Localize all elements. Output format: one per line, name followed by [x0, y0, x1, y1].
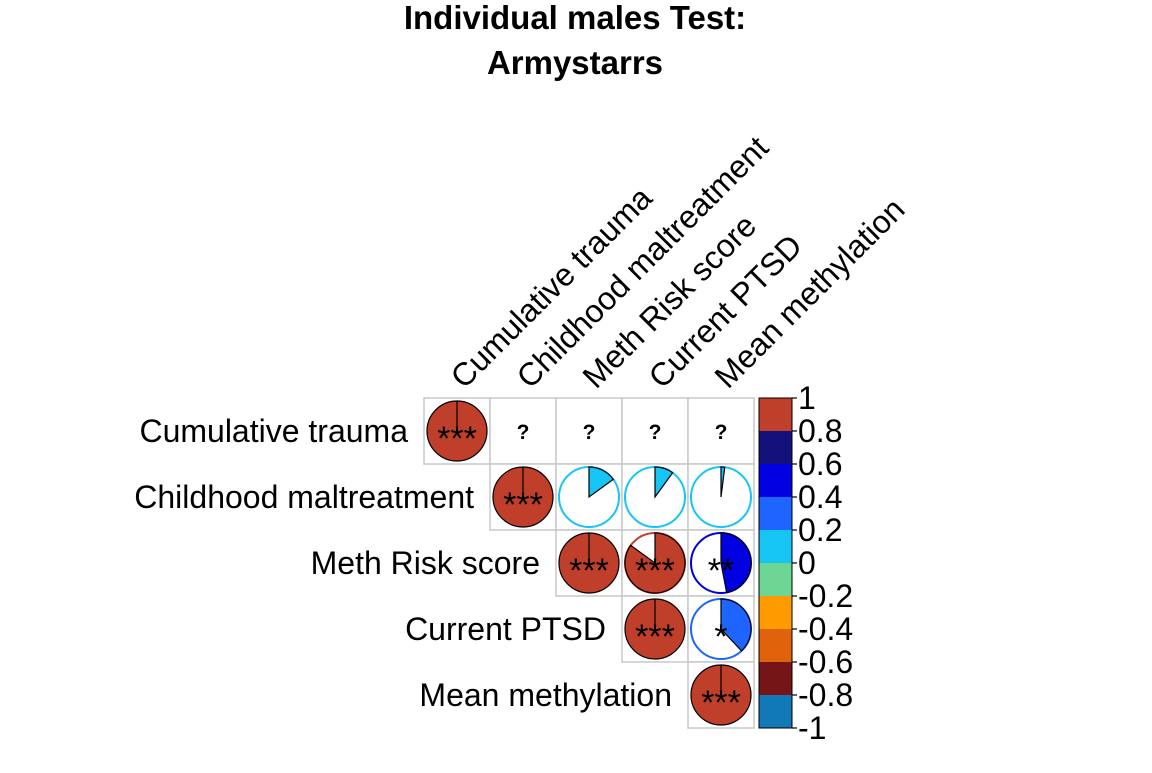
row-label: Childhood maltreatment	[134, 479, 474, 515]
correlation-pie-wedge	[654, 466, 674, 499]
correlation-pie-wedge	[624, 532, 686, 594]
significance-stars: ***	[503, 486, 543, 524]
colorbar-tick-label: 0.6	[798, 446, 842, 482]
cell-1-3	[621, 463, 689, 531]
cell-2-2: ***	[555, 529, 623, 597]
row-label: Current PTSD	[405, 611, 606, 647]
significance-stars: *	[714, 618, 727, 656]
cell-0-1: ?	[489, 397, 557, 465]
colorbar-bin	[759, 464, 792, 498]
colorbar-bin	[759, 530, 792, 564]
significance-stars: **	[708, 552, 734, 590]
cell-border	[489, 397, 557, 465]
cell-1-4	[687, 463, 755, 531]
colorbar-tick-label: -0.8	[798, 677, 853, 713]
cell-0-2: ?	[555, 397, 623, 465]
missing-value-mark: ?	[715, 421, 728, 444]
colorbar-tick-label: 1	[798, 380, 816, 416]
cell-3-3: ***	[621, 595, 689, 663]
colorbar-tick-label: -0.4	[798, 611, 853, 647]
chart-title-line-2: Armystarrs	[487, 44, 663, 81]
cell-2-3: ***	[621, 529, 689, 597]
correlation-pie-wedge	[588, 466, 615, 499]
colorbar-bin	[759, 629, 792, 663]
correlation-pie-wedge	[720, 532, 752, 594]
colorbar-tick-label: -0.6	[798, 644, 853, 680]
colorbar-bin	[759, 431, 792, 465]
correlation-pie-wedge	[720, 466, 726, 498]
cell-1-2	[555, 463, 623, 531]
cell-4-4: ***	[687, 661, 755, 729]
colorbar-bin	[759, 563, 792, 597]
significance-stars: ***	[569, 552, 609, 590]
correlation-pie-wedge	[720, 598, 752, 652]
missing-value-mark: ?	[517, 421, 530, 444]
colorbar-tick-label: 0.2	[798, 512, 842, 548]
significance-stars: ***	[635, 552, 675, 590]
cell-border	[621, 397, 689, 465]
significance-stars: ***	[437, 420, 477, 458]
colorbar-bin	[759, 695, 792, 729]
missing-value-mark: ?	[649, 421, 662, 444]
cell-2-4: **	[687, 529, 755, 597]
colorbar-bin	[759, 662, 792, 696]
row-label: Meth Risk score	[311, 545, 540, 581]
cell-0-3: ?	[621, 397, 689, 465]
cell-3-4: *	[687, 595, 755, 663]
significance-stars: ***	[635, 618, 675, 656]
significance-stars: ***	[701, 684, 741, 722]
colorbar-tick-label: -0.2	[798, 578, 853, 614]
colorbar-tick-label: 0.4	[798, 479, 842, 515]
colorbar-tick-label: 0	[798, 545, 816, 581]
colorbar-bin	[759, 497, 792, 531]
missing-value-mark: ?	[583, 421, 596, 444]
cell-0-0: ***	[423, 397, 491, 465]
row-labels: Cumulative trauma Childhood maltreatment M…	[134, 413, 672, 713]
colorbar-tick-label: -1	[798, 710, 826, 746]
row-label: Mean methylation	[419, 677, 672, 713]
matrix-cells: ***??? ?****** *** ***** ****	[423, 397, 755, 729]
chart-title-line-1: Individual males Test:	[404, 0, 746, 36]
cell-0-4: ?	[687, 397, 755, 465]
colorbar-bin	[759, 398, 792, 432]
colorbar: 10.80.60.40.20-0.2-0.4-0.6-0.8-1	[758, 380, 853, 746]
row-label: Cumulative trauma	[139, 413, 408, 449]
cell-1-1: ***	[489, 463, 557, 531]
colorbar-bin	[759, 596, 792, 630]
colorbar-tick-label: 0.8	[798, 413, 842, 449]
